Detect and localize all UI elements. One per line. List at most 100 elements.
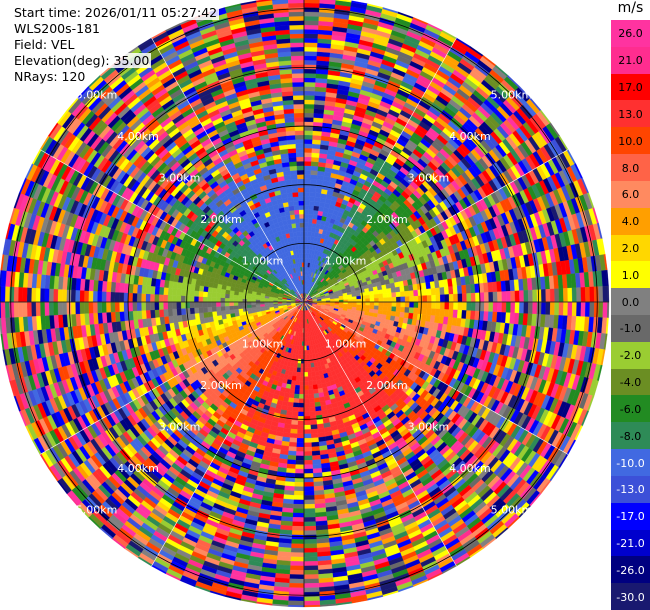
gate-cell [293, 393, 300, 399]
gate-cell [479, 292, 485, 303]
gate-cell [466, 301, 472, 311]
gate-cell [440, 294, 445, 303]
gate-cell [303, 438, 312, 443]
gate-cell [293, 495, 305, 501]
gate-cell [313, 201, 321, 207]
gate-cell [293, 486, 305, 492]
gate-cell [297, 424, 305, 430]
gate-cell [510, 301, 516, 314]
gate-cell [308, 393, 315, 399]
gate-cell [303, 582, 320, 589]
gate-cell [347, 296, 353, 300]
gate-cell [606, 301, 610, 319]
gate-cell [301, 350, 305, 355]
gate-cell [497, 291, 503, 303]
gate-cell [303, 178, 311, 184]
gate-cell [475, 292, 481, 303]
gate-cell [294, 389, 300, 395]
gate-cell [303, 99, 315, 105]
gate-cell [426, 288, 432, 296]
gate-cell [303, 525, 317, 531]
gate-cell [307, 367, 312, 373]
gate-cell [303, 112, 315, 118]
gate-cell [391, 297, 397, 303]
gate-cell [306, 354, 311, 360]
gate-cell [313, 205, 320, 211]
gate-cell [461, 310, 467, 320]
gate-cell [292, 512, 305, 518]
gate-cell [310, 419, 318, 426]
gate-cell [294, 481, 305, 487]
gate-cell [308, 200, 315, 206]
gate-cell [296, 363, 301, 369]
gate-cell [492, 301, 498, 313]
gate-cell [303, 398, 310, 404]
gate-cell [303, 139, 313, 145]
gate-cell [571, 287, 577, 303]
gate-cell [299, 372, 305, 377]
gate-cell [470, 301, 476, 312]
gate-cell [426, 308, 432, 316]
gate-cell [303, 477, 314, 483]
gate-cell [374, 297, 379, 303]
gate-cell [400, 296, 406, 303]
gate-cell [430, 308, 436, 316]
gate-cell [303, 442, 312, 448]
gate-cell [396, 296, 401, 303]
gate-cell [567, 287, 573, 303]
gate-cell [382, 305, 388, 311]
gate-cell [479, 301, 485, 312]
gate-cell [461, 301, 467, 311]
gate-cell [382, 293, 388, 299]
gate-cell [303, 565, 319, 571]
gate-cell [303, 539, 317, 545]
gate-cell [297, 420, 305, 426]
gate-cell [303, 59, 317, 65]
gate-cell [291, 415, 299, 421]
gate-cell [360, 301, 366, 306]
gate-cell [440, 301, 445, 310]
gate-cell [338, 297, 344, 301]
gate-cell [310, 174, 318, 180]
gate-cell [303, 130, 314, 136]
gate-cell [448, 309, 454, 318]
gate-cell [373, 305, 379, 310]
gate-cell [443, 286, 450, 295]
gate-cell [395, 306, 401, 313]
gate-cell [584, 301, 591, 318]
gate-cell [514, 290, 520, 303]
gate-cell [303, 73, 317, 79]
gate-cell [554, 301, 560, 316]
gate-cell [352, 301, 357, 305]
gate-cell [303, 90, 316, 96]
gate-cell [391, 292, 397, 298]
gate-cell [296, 429, 305, 435]
gate-cell [303, 530, 317, 536]
gate-cell [435, 287, 441, 296]
gate-cell [297, 411, 305, 417]
gate-cell [303, 556, 318, 562]
gate-cell [303, 134, 313, 140]
gate-cell [288, 587, 305, 593]
gate-cell [541, 301, 547, 315]
gate-cell [300, 354, 305, 360]
gate-cell [475, 301, 481, 312]
gate-cell [602, 301, 608, 319]
gate-cell [303, 244, 308, 250]
gate-cell [378, 293, 384, 299]
gate-cell [303, 161, 312, 166]
gate-cell [303, 51, 318, 57]
gate-cell [431, 301, 437, 310]
gate-cell [288, 393, 295, 399]
gate-cell [527, 301, 533, 315]
gate-cell [311, 446, 320, 452]
gate-cell [314, 401, 321, 408]
gate-cell [290, 552, 305, 558]
gate-cell [343, 297, 349, 301]
gate-cell [303, 240, 308, 246]
gate-cell [435, 308, 441, 317]
gate-cell [558, 288, 564, 303]
gate-cell [386, 310, 392, 316]
gate-cell [292, 517, 305, 523]
